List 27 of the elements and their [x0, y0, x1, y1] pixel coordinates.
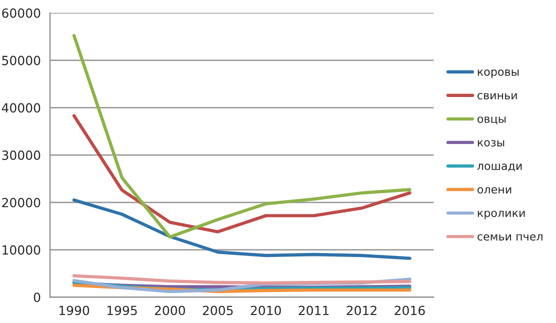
x-tick-label: 2012	[346, 306, 376, 316]
x-tick-label: 2016	[394, 306, 425, 316]
x-tick-label: 2000	[154, 306, 186, 316]
y-tick-label: 60000	[2, 8, 40, 18]
y-tick-label: 20000	[2, 198, 40, 208]
y-tick-label: 30000	[2, 150, 40, 160]
y-tick-label: 10000	[2, 245, 40, 255]
x-tick-label: 1995	[107, 306, 137, 316]
x-tick-label: 2005	[202, 306, 233, 316]
legend-label: кролики	[478, 210, 525, 220]
y-tick-label: 50000	[2, 56, 40, 66]
legend-label: лошади	[477, 164, 522, 172]
y-tick-label: 0	[34, 292, 40, 302]
x-tick-label: 2011	[298, 306, 329, 316]
legend-label: овцы	[478, 116, 506, 124]
line-series	[72, 114, 412, 234]
legend-label: олени	[478, 187, 512, 194]
legend-label: козы	[478, 140, 504, 146]
x-tick-label: 1990	[59, 306, 90, 316]
legend-label: коровы	[478, 70, 519, 78]
line-series	[72, 198, 412, 260]
legend-label: семьи пчел	[478, 234, 542, 241]
x-tick-label: 2010	[250, 306, 281, 316]
line-series	[72, 274, 412, 285]
line-series	[72, 34, 412, 239]
legend-label: свиньи	[478, 93, 517, 100]
y-tick-label: 40000	[2, 103, 40, 113]
